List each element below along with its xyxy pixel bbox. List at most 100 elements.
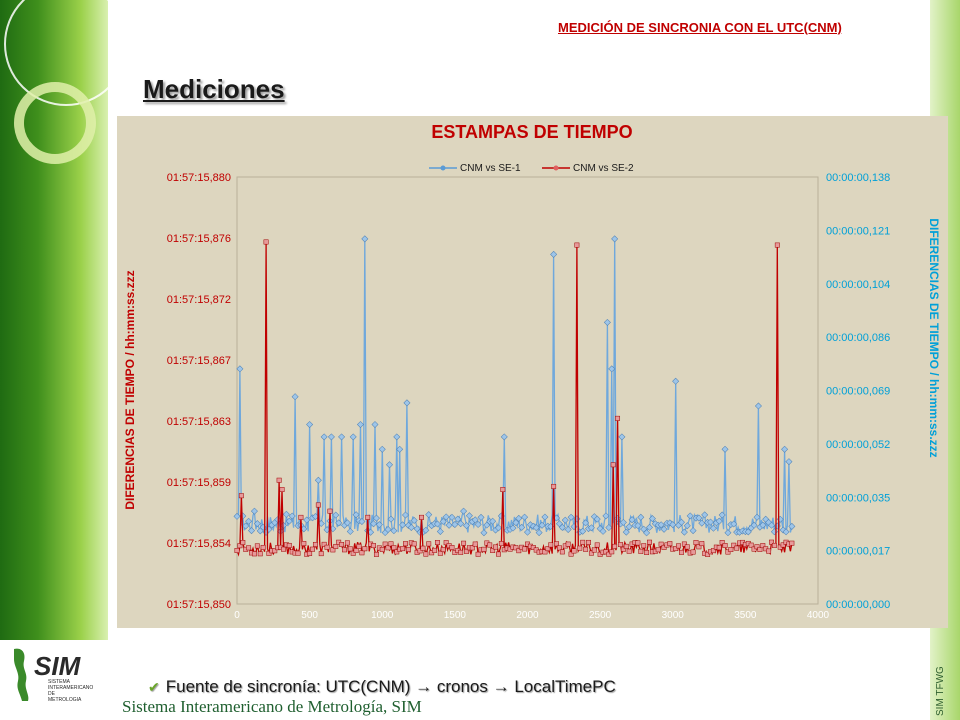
data-point bbox=[298, 514, 304, 520]
data-point bbox=[509, 524, 517, 532]
data-point bbox=[323, 526, 331, 534]
x-tick-label: 0 bbox=[234, 610, 240, 621]
logo-acronym: SIM bbox=[34, 651, 82, 681]
data-point bbox=[353, 548, 359, 554]
legend-label-series1: CNM vs SE-1 bbox=[460, 163, 521, 174]
data-point bbox=[744, 528, 752, 536]
x-tick-label: 2500 bbox=[589, 610, 612, 621]
data-point bbox=[574, 242, 580, 248]
data-point bbox=[388, 541, 394, 547]
data-point bbox=[689, 527, 697, 535]
data-point bbox=[384, 526, 392, 533]
data-point bbox=[557, 545, 562, 551]
data-point bbox=[644, 550, 650, 555]
data-point bbox=[658, 541, 664, 547]
data-point bbox=[480, 529, 488, 537]
data-point bbox=[548, 542, 554, 548]
data-point bbox=[240, 540, 246, 545]
data-point bbox=[396, 445, 404, 453]
data-point bbox=[684, 544, 690, 550]
data-point bbox=[242, 522, 250, 530]
checkmark-icon: ✔ bbox=[148, 679, 160, 695]
data-point bbox=[667, 541, 673, 547]
data-point bbox=[722, 543, 728, 548]
side-vertical-text: SIM TFWG bbox=[935, 666, 946, 716]
data-point bbox=[458, 549, 464, 555]
data-point bbox=[780, 542, 786, 548]
data-point bbox=[587, 524, 595, 532]
data-point bbox=[696, 544, 702, 550]
right-tick-label: 00:00:00,052 bbox=[826, 439, 890, 451]
data-point bbox=[603, 549, 609, 555]
data-point bbox=[303, 516, 311, 524]
data-point bbox=[276, 477, 282, 483]
data-point bbox=[420, 545, 426, 551]
x-axis-ticks: 0 500 1000 1500 2000 2500 3000 3500 4000 bbox=[234, 610, 829, 621]
data-point bbox=[580, 539, 586, 545]
section-title: Mediciones bbox=[143, 74, 285, 104]
right-axis-label: DIFERENCIAS DE TIEMPO / hh:mm:ss.zzz bbox=[927, 218, 941, 457]
data-point bbox=[759, 521, 767, 529]
data-point bbox=[295, 550, 301, 556]
x-tick-label: 1000 bbox=[371, 610, 394, 621]
svg-text:INTERAMERICANO: INTERAMERICANO bbox=[48, 685, 93, 691]
data-point bbox=[643, 529, 651, 537]
data-point bbox=[524, 528, 531, 536]
right-axis-ticks: 00:00:00,138 00:00:00,121 00:00:00,104 00:0… bbox=[826, 172, 890, 611]
data-point bbox=[705, 552, 711, 557]
data-point bbox=[774, 242, 780, 248]
data-point bbox=[493, 544, 498, 550]
data-point bbox=[335, 519, 343, 527]
data-point bbox=[411, 541, 417, 547]
legend: CNM vs SE-1 CNM vs SE-2 bbox=[429, 163, 634, 174]
left-axis-ticks: 01:57:15,880 01:57:15,876 01:57:15,872 01:5… bbox=[167, 172, 231, 611]
data-point bbox=[400, 546, 406, 552]
data-point bbox=[343, 519, 351, 527]
data-point bbox=[474, 520, 482, 528]
data-point bbox=[370, 520, 377, 528]
x-tick-label: 500 bbox=[301, 610, 318, 621]
data-point bbox=[498, 541, 504, 547]
right-tick-label: 00:00:00,000 bbox=[826, 599, 890, 611]
data-point bbox=[709, 524, 717, 532]
data-point bbox=[417, 548, 423, 554]
data-point bbox=[465, 512, 473, 520]
data-point bbox=[405, 546, 411, 552]
data-point bbox=[285, 517, 293, 525]
data-point bbox=[750, 521, 758, 529]
data-point bbox=[279, 487, 285, 492]
data-point bbox=[394, 549, 400, 555]
data-point bbox=[423, 551, 429, 557]
data-point bbox=[641, 543, 647, 549]
data-point bbox=[586, 539, 591, 545]
data-point bbox=[571, 548, 577, 554]
data-point bbox=[344, 540, 350, 546]
data-point bbox=[781, 445, 789, 453]
data-point bbox=[724, 529, 732, 537]
data-point bbox=[782, 528, 790, 536]
left-tick-label: 01:57:15,876 bbox=[167, 233, 231, 245]
data-point bbox=[637, 513, 645, 521]
data-point bbox=[545, 546, 551, 552]
data-point bbox=[371, 421, 379, 429]
data-point bbox=[346, 527, 354, 535]
data-point bbox=[638, 548, 644, 554]
data-point bbox=[588, 550, 594, 556]
data-point bbox=[402, 511, 409, 519]
data-point bbox=[281, 546, 286, 552]
data-point bbox=[233, 512, 241, 520]
plot-area bbox=[236, 176, 819, 605]
data-point bbox=[246, 545, 252, 551]
data-point bbox=[582, 519, 590, 527]
right-tick-label: 00:00:00,138 bbox=[826, 172, 890, 184]
data-point bbox=[263, 239, 269, 245]
data-point bbox=[500, 433, 508, 441]
data-point bbox=[422, 526, 430, 534]
data-point bbox=[286, 542, 292, 548]
data-point bbox=[683, 522, 691, 530]
data-point bbox=[440, 547, 446, 553]
data-point bbox=[433, 520, 441, 528]
data-point bbox=[254, 543, 260, 549]
data-point bbox=[754, 402, 762, 410]
data-point bbox=[367, 528, 375, 536]
